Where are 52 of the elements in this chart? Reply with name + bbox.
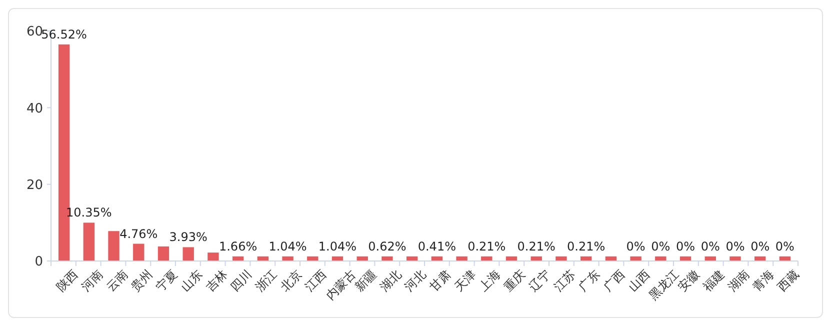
bar: [133, 244, 144, 261]
x-tick-label: 陕西: [54, 267, 81, 294]
y-tick-label: 0: [34, 254, 43, 270]
annotation: 0%: [700, 239, 720, 254]
x-tick-label: 云南: [104, 267, 130, 294]
x-tick-label: 河北: [402, 267, 429, 294]
annotation: 1.04%: [268, 239, 307, 254]
annotation: 0.21%: [517, 239, 556, 254]
annotation: 0%: [626, 239, 646, 254]
annotation: 0%: [726, 239, 745, 254]
annotation: 1.04%: [318, 239, 357, 254]
annotation: 0.21%: [468, 239, 506, 254]
x-tick-label: 北京: [278, 267, 304, 294]
x-tick-label: 山东: [178, 267, 206, 294]
x-tick-label: 河南: [78, 267, 106, 294]
x-tick-label: 浙江: [252, 267, 280, 294]
annotation: 3.93%: [169, 230, 208, 244]
annotation: 4.76%: [120, 226, 158, 241]
x-tick-label: 重庆: [501, 267, 528, 294]
x-tick-label: 湖南: [725, 267, 752, 294]
x-tick-label: 吉林: [202, 267, 230, 294]
x-tick-label: 上海: [476, 267, 504, 294]
annotation: 56.52%: [41, 27, 87, 42]
x-tick-label: 福建: [700, 267, 728, 294]
y-tick-label: 40: [26, 101, 43, 116]
y-tick-label: 60: [26, 24, 43, 40]
x-tick-label: 青海: [750, 267, 777, 294]
annotation: 0.21%: [567, 239, 606, 254]
x-tick-label: 甘肃: [426, 267, 454, 294]
x-tick-label: 广东: [576, 267, 603, 294]
x-tick-label: 天津: [452, 267, 478, 294]
bar: [182, 247, 194, 261]
bar: [83, 222, 95, 261]
x-tick-label: 广西: [600, 267, 628, 294]
annotation: 0%: [775, 239, 794, 254]
annotation: 0%: [676, 239, 696, 254]
annotation: 0%: [651, 239, 670, 254]
y-tick-label: 20: [26, 178, 43, 194]
x-tick-label: 江苏: [551, 267, 578, 294]
annotation: 0.41%: [418, 239, 456, 254]
annotation: 0%: [750, 239, 770, 254]
bar: [108, 231, 120, 261]
bar: [208, 252, 219, 261]
x-tick-label: 宁夏: [153, 267, 180, 294]
annotation: 0.62%: [368, 239, 406, 254]
x-tick-label: 辽宁: [526, 267, 554, 294]
annotation: 1.66%: [219, 239, 258, 254]
x-tick-label: 四川: [228, 267, 255, 294]
x-tick-label: 贵州: [128, 267, 156, 294]
bar: [158, 246, 170, 261]
x-tick-label: 湖北: [377, 267, 404, 294]
x-tick-label: 西藏: [774, 267, 802, 294]
